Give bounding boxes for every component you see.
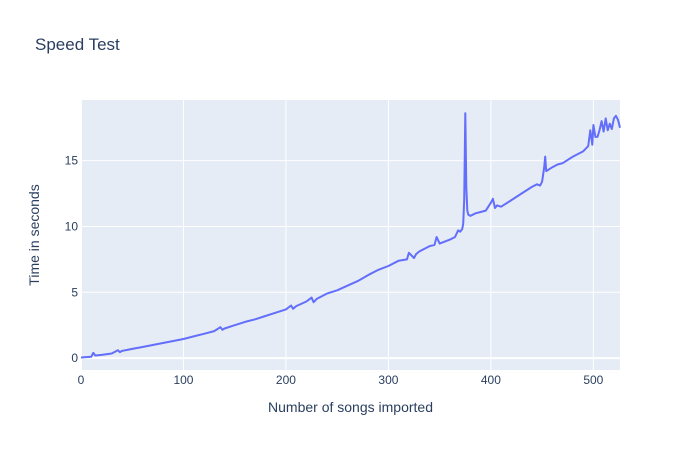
x-tick-label: 200: [276, 373, 296, 387]
y-tick-label: 5: [71, 285, 78, 299]
x-tick-label: 100: [173, 373, 193, 387]
y-tick-label: 10: [65, 219, 79, 233]
plot-area: [81, 100, 620, 370]
chart-title: Speed Test: [35, 35, 120, 54]
tick-labels: 0 100 200 300 400 500 0 5 10 15: [65, 154, 604, 387]
grid-lines: [80, 100, 620, 370]
series-layer: [80, 112, 621, 359]
y-tick-label: 0: [71, 351, 78, 365]
x-axis-title: Number of songs imported: [268, 399, 433, 415]
x-tick-label: 400: [481, 373, 501, 387]
y-axis-title: Time in seconds: [26, 184, 42, 285]
y-tick-label: 15: [65, 154, 79, 168]
x-tick-label: 0: [78, 373, 85, 387]
series-line: [80, 112, 621, 359]
x-tick-label: 300: [378, 373, 398, 387]
x-tick-label: 500: [583, 373, 603, 387]
